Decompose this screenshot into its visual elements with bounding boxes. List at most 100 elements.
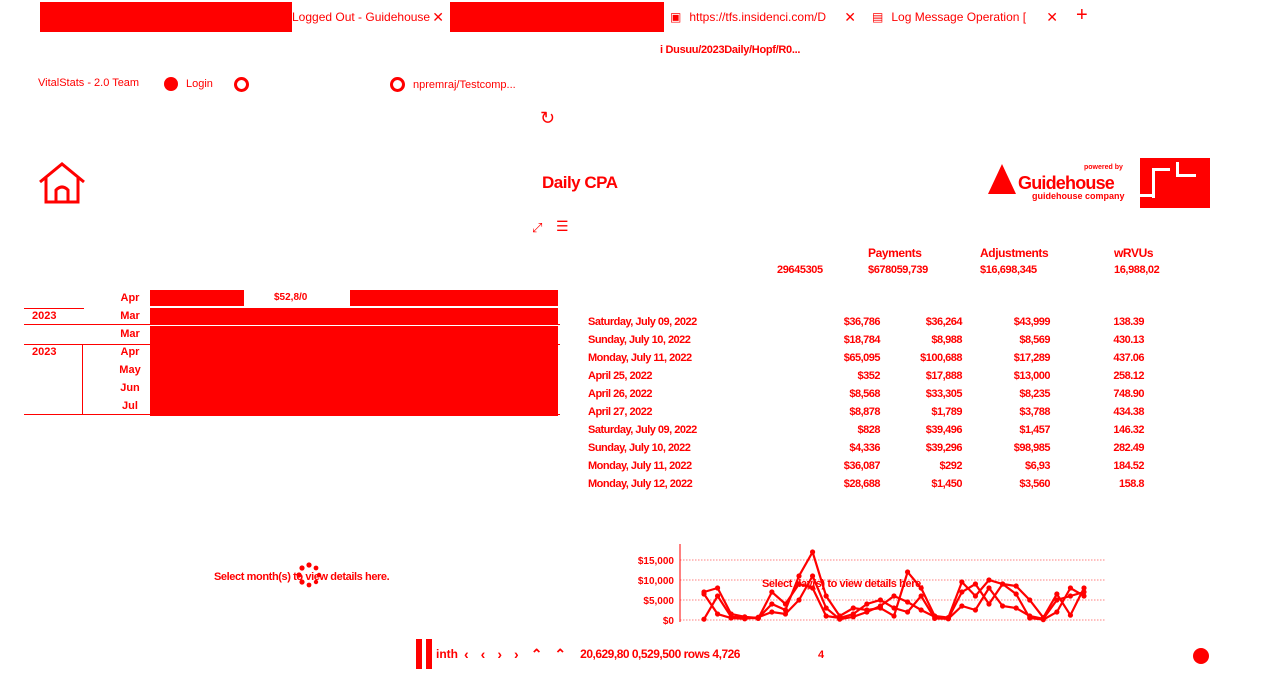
series-point: [891, 605, 897, 611]
table-row[interactable]: Saturday, July 09, 2022 $828 $39,496 $1,457…: [580, 422, 1200, 440]
series-point: [1081, 593, 1087, 599]
calendar-month[interactable]: Jun: [120, 382, 140, 394]
table-row[interactable]: Monday, July 11, 2022 $65,095 $100,688 $17,…: [580, 350, 1200, 368]
first-page-icon[interactable]: ‹: [464, 646, 469, 662]
series-point: [959, 603, 965, 609]
tab-redacted-1[interactable]: [40, 2, 292, 32]
series-point: [823, 593, 829, 599]
row-value: 282.49: [1113, 442, 1144, 454]
row-value: $36,786: [843, 316, 881, 328]
series-point: [1067, 585, 1074, 591]
tab-logged-out[interactable]: Logged Out - Guidehouse ✕: [292, 2, 448, 32]
series-point: [769, 601, 775, 607]
next-page-icon[interactable]: ›: [497, 646, 503, 662]
series-point: [1081, 585, 1087, 591]
logo-mark-icon: [988, 164, 1016, 194]
table-row[interactable]: Sunday, July 10, 2022 $4,336 $39,296 $98,98…: [580, 440, 1200, 458]
series-point: [918, 593, 924, 599]
series-point: [959, 589, 965, 595]
row-date: Monday, July 11, 2022: [588, 352, 692, 364]
series-point: [986, 585, 992, 591]
table-row[interactable]: April 26, 2022 $8,568 $33,305 $8,235 748.90: [580, 386, 1200, 404]
table-row[interactable]: Saturday, July 09, 2022 $36,786 $36,264 $43…: [580, 314, 1200, 332]
row-value: $4,336: [849, 442, 880, 454]
row-date: April 27, 2022: [588, 406, 652, 418]
logo-sub: guidehouse company: [1032, 191, 1125, 201]
kpi-label-adjustments: Adjustments: [980, 246, 1049, 260]
series-point: [850, 605, 856, 611]
row-value: $100,688: [920, 352, 962, 364]
bookmark-vitalstats[interactable]: VitalStats - 2.0 Team: [38, 77, 139, 89]
collapse-up-icon[interactable]: ⌃: [554, 645, 567, 662]
row-value: $33,305: [925, 388, 963, 400]
bookmark-github[interactable]: npremraj/Testcomp...: [390, 77, 516, 92]
calendar-year: 2023: [32, 346, 57, 358]
row-value: 748.90: [1113, 388, 1144, 400]
series-point: [1027, 597, 1033, 603]
logo-powered: powered by: [1084, 164, 1123, 171]
table-row[interactable]: Monday, July 12, 2022 $28,688 $1,450 $3,560…: [580, 476, 1200, 494]
row-date: Sunday, July 10, 2022: [588, 334, 691, 346]
calendar-month[interactable]: Apr: [120, 346, 140, 358]
close-icon[interactable]: ✕: [432, 9, 444, 25]
tab-redacted-2[interactable]: [450, 2, 664, 32]
row-value: $39,496: [925, 424, 963, 436]
calendar-month[interactable]: Jul: [122, 400, 138, 412]
calendar-month[interactable]: Apr: [120, 292, 140, 304]
series-point: [959, 579, 965, 585]
close-icon[interactable]: ✕: [844, 9, 856, 25]
page-number: 4: [818, 649, 825, 661]
reload-icon[interactable]: ↻: [540, 108, 556, 128]
kpi-value-adjustments: $16,698,345: [980, 264, 1037, 276]
series-point: [1027, 615, 1033, 621]
series-point: [877, 597, 884, 603]
row-value: $8,988: [931, 334, 962, 346]
series-point: [1067, 593, 1074, 599]
series-point: [1054, 591, 1060, 597]
row-value: $17,888: [925, 370, 963, 382]
calendar-month[interactable]: Mar: [120, 310, 140, 322]
series-point: [891, 593, 897, 599]
tab-tfs[interactable]: ▣ https://tfs.insidenci.com/D ✕: [670, 2, 860, 32]
series-point: [1013, 605, 1019, 611]
row-date: April 26, 2022: [588, 388, 652, 400]
log-icon: ▤: [872, 10, 884, 24]
series-point: [864, 601, 870, 607]
series-point: [891, 613, 897, 619]
pager-summary: 20,629,80 0,529,500 rows 4,726: [580, 647, 740, 661]
bookmark-extension[interactable]: [234, 77, 257, 92]
partner-logo: [1140, 158, 1210, 208]
kpi-value-payments: $678059,739: [868, 264, 928, 276]
y-tick-label: $5,000: [643, 596, 674, 607]
tab-label: Log Message Operation [: [891, 10, 1027, 24]
prev-page-icon[interactable]: ‹: [480, 646, 486, 662]
series-point: [986, 601, 992, 607]
row-value: $1,457: [1019, 424, 1050, 436]
list-icon[interactable]: ☰: [556, 218, 569, 234]
row-value: $36,264: [925, 316, 963, 328]
calendar-month[interactable]: Mar: [120, 328, 140, 340]
settings-icon[interactable]: [1193, 648, 1209, 664]
close-icon[interactable]: ✕: [1046, 9, 1058, 25]
home-icon[interactable]: [36, 160, 88, 206]
collapse-up-icon[interactable]: ⌃: [530, 645, 543, 662]
series-point: [769, 589, 775, 595]
row-value: $6,93: [1024, 460, 1051, 472]
tab-log-message[interactable]: ▤ Log Message Operation [ ✕: [872, 2, 1062, 32]
row-date: Sunday, July 10, 2022: [588, 442, 691, 454]
new-tab-button[interactable]: +: [1076, 4, 1088, 26]
series-point: [918, 585, 924, 591]
last-page-icon[interactable]: ›: [514, 646, 519, 662]
table-row[interactable]: Sunday, July 10, 2022 $18,784 $8,988 $8,569…: [580, 332, 1200, 350]
table-row[interactable]: April 25, 2022 $352 $17,888 $13,000 258.12: [580, 368, 1200, 386]
table-row[interactable]: April 27, 2022 $8,878 $1,789 $3,788 434.38: [580, 404, 1200, 422]
calendar-month[interactable]: May: [119, 364, 141, 376]
page-title: Daily CPA: [542, 173, 618, 192]
expand-icon[interactable]: ⤢: [532, 220, 543, 235]
bookmark-login[interactable]: Login: [164, 77, 213, 91]
table-row[interactable]: Monday, July 11, 2022 $36,087 $292 $6,93 184…: [580, 458, 1200, 476]
row-value: $8,878: [849, 406, 880, 418]
series-point: [945, 615, 951, 621]
calendar-year: 2023: [32, 310, 57, 322]
address-bar[interactable]: i Dusuu/2023Daily/Hopf/R0...: [660, 44, 801, 56]
